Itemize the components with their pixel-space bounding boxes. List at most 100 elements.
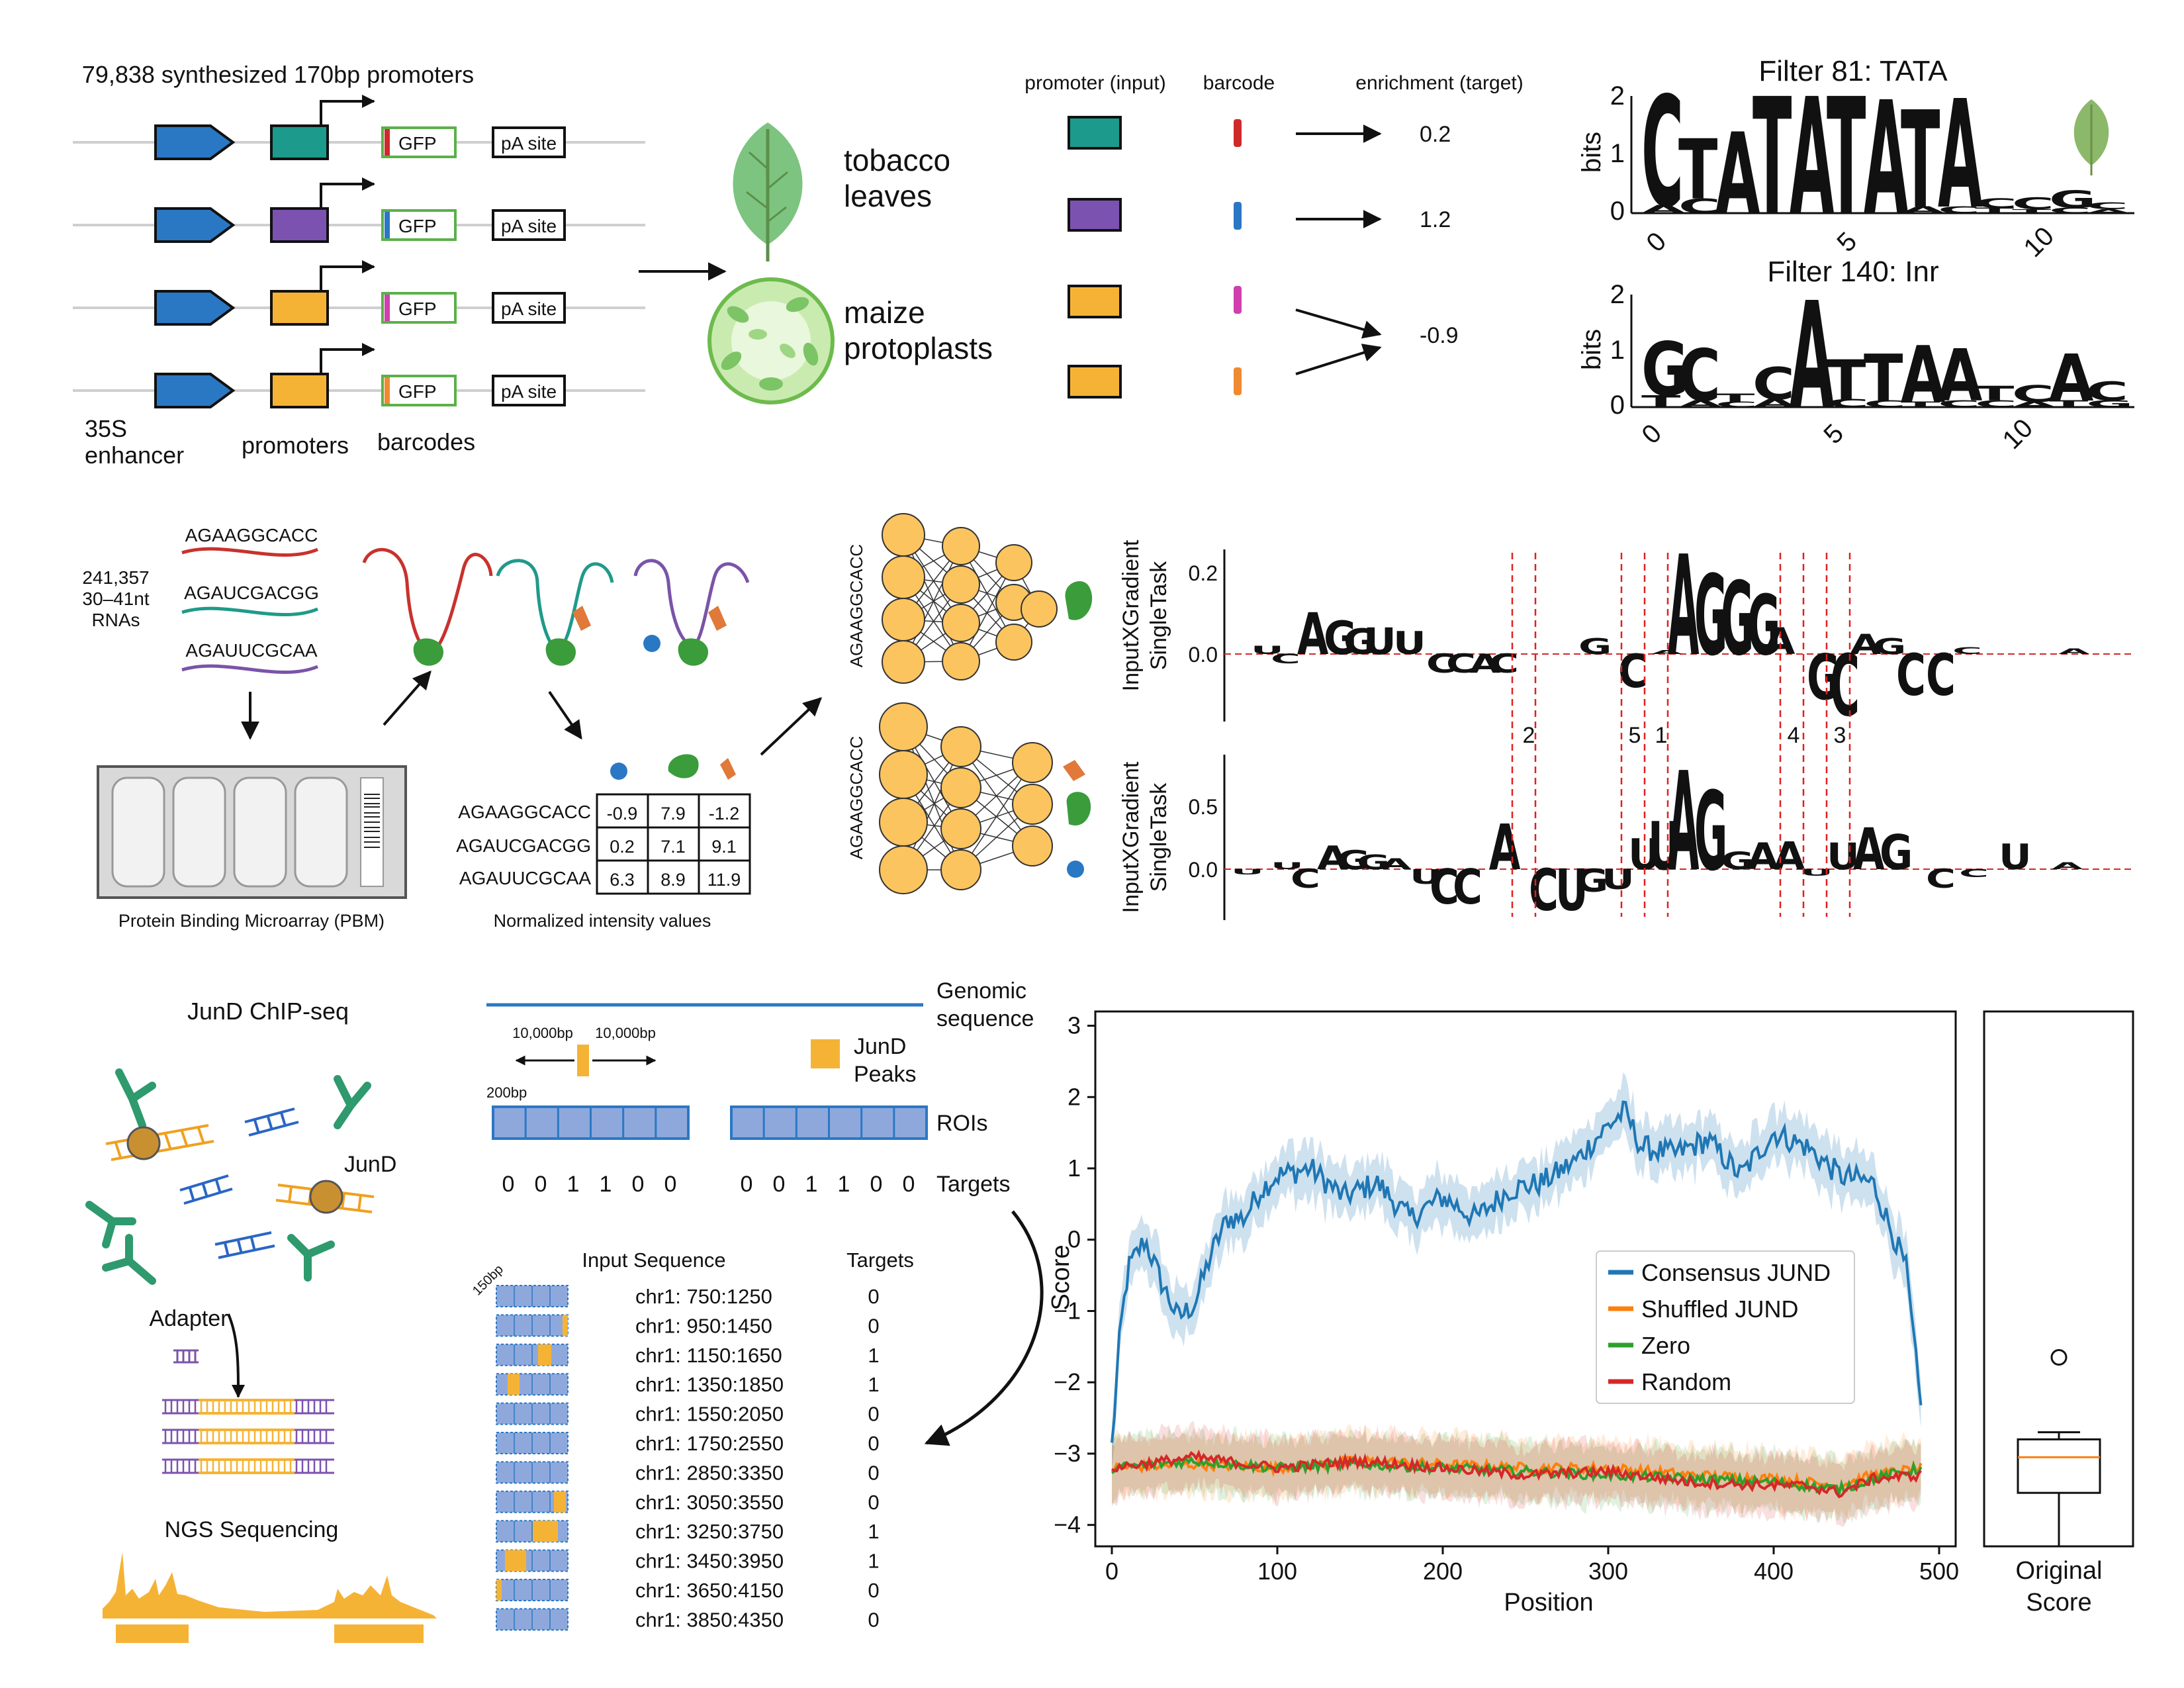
attribution-marker-lines — [1511, 553, 1851, 917]
adapter-icon — [173, 1349, 199, 1364]
attribution-top-ylabel: InputXGradient SingleTask — [1118, 539, 1171, 691]
logo-letter: A — [1938, 70, 1982, 242]
library-fragment — [162, 1458, 334, 1474]
logo-ylabel: bits — [1577, 132, 1606, 173]
gfp-label: GFP — [398, 299, 437, 319]
input-row: chr1: 1350:1850 1 — [496, 1373, 880, 1396]
ngs-coverage-track — [103, 1552, 437, 1643]
legend-label: Consensus JUND — [1641, 1259, 1831, 1286]
barcode-mark — [1234, 367, 1242, 395]
input-row: chr1: 1150:1650 1 — [496, 1343, 880, 1367]
logo-letter: A — [2049, 340, 2093, 416]
peak-segment — [538, 1344, 551, 1366]
svg-text:10: 10 — [2019, 222, 2060, 263]
logo-letter: C — [1827, 397, 1869, 410]
enrichment-value: 1.2 — [1420, 207, 1451, 232]
jund-peak-marker — [577, 1045, 589, 1076]
pbm-chip — [97, 765, 407, 899]
gfp-label: GFP — [398, 216, 437, 236]
x-axis-label: Position — [1504, 1589, 1593, 1617]
target-value: 1 — [868, 1373, 879, 1396]
x-tick-label: 300 — [1588, 1558, 1628, 1585]
svg-text:0.0: 0.0 — [1189, 858, 1218, 882]
y-tick-label: 0 — [1068, 1226, 1081, 1253]
roi-target-value: 0 — [502, 1172, 515, 1197]
nn-node — [1021, 590, 1058, 628]
intensity-cell: -1.2 — [709, 804, 740, 823]
logo-letter: A — [1938, 335, 1982, 418]
logo-letter: T — [2049, 399, 2089, 409]
logo-letter: C — [1489, 649, 1519, 679]
targets-label: Targets — [936, 1172, 1011, 1197]
region-label: chr1: 2850:3350 — [635, 1461, 784, 1484]
svg-text:Genomic: Genomic — [936, 978, 1026, 1004]
svg-text:2: 2 — [1610, 280, 1625, 309]
y-tick-label: −1 — [1054, 1297, 1081, 1324]
logo-letter: C — [1926, 864, 1956, 894]
logo-letter: G — [1747, 579, 1780, 675]
svg-text:10: 10 — [1997, 414, 2039, 455]
logo-letter: A — [1469, 649, 1501, 679]
logo-letter: C — [2049, 207, 2091, 215]
axis-ticks: 0 100 200 300 400 500 3 2 1 0 −1 −2 −3 −4 — [1054, 1012, 1959, 1585]
logo-letter: A — [1901, 205, 1945, 215]
neural-network-multi: AGAAGGCACC — [846, 702, 1091, 894]
y-tick-label: 1 — [1068, 1154, 1081, 1182]
nn-node — [882, 513, 925, 557]
tss-arrow — [320, 343, 375, 374]
input-row: chr1: 2850:3350 0 — [496, 1461, 880, 1484]
logo-letter: A — [1641, 203, 1686, 216]
gfp-box — [381, 209, 457, 241]
svg-text:1: 1 — [1610, 336, 1625, 365]
gfp-label: GFP — [398, 133, 437, 154]
svg-text:0.0: 0.0 — [1189, 643, 1218, 667]
logo-letter: A — [1668, 526, 1699, 687]
logo-ylabel: bits — [1577, 329, 1606, 370]
region-label: chr1: 3850:4350 — [635, 1608, 784, 1631]
logo-letter: C — [2086, 201, 2128, 211]
logo-letter: C — [1926, 643, 1956, 709]
logo-letter: C — [1715, 400, 1758, 409]
nn-node — [879, 798, 928, 847]
logo-letter: G — [1641, 326, 1688, 412]
logo-letter: T — [1752, 65, 1792, 252]
nn-node — [882, 598, 925, 641]
promoter-box — [270, 124, 329, 160]
barcode-mark — [1234, 119, 1242, 147]
roi-target-value: 0 — [773, 1172, 786, 1197]
jund-label: JunD — [344, 1152, 396, 1177]
input-row: chr1: 3450:3950 1 — [496, 1549, 880, 1573]
intensity-cell: 6.3 — [610, 870, 635, 890]
input-rows: chr1: 750:1250 0 chr1: 950:1450 0 chr1: 1150… — [496, 1285, 880, 1631]
logo-letter: U — [1999, 837, 2032, 878]
target-value: 1 — [868, 1344, 879, 1367]
roi-target-value: 0 — [535, 1172, 547, 1197]
nn-node — [940, 808, 981, 849]
logo-letter: G — [1324, 612, 1357, 665]
target-value: 0 — [868, 1461, 879, 1484]
y-axis-label: Score — [1047, 1244, 1075, 1310]
logo-letter: U — [1827, 835, 1860, 878]
logo-letter: T — [1678, 122, 1717, 218]
logo-letter: U — [1393, 625, 1426, 661]
svg-text:Peaks: Peaks — [854, 1062, 917, 1087]
logo-letter: A — [1297, 602, 1329, 668]
construct-rows: GFP pA site GFP pA site GFP pA site GFP pA site — [73, 95, 645, 408]
roi-target-value: 0 — [870, 1172, 883, 1197]
svg-text:tobacco: tobacco — [844, 143, 950, 177]
tss-arrow — [320, 95, 375, 126]
svg-text:0.2: 0.2 — [1189, 561, 1218, 585]
logo-letter: G — [1357, 851, 1390, 874]
construct-row: GFP pA site — [73, 95, 645, 160]
series-line-3 — [1111, 1449, 1923, 1499]
svg-text:protoplasts: protoplasts — [844, 331, 993, 365]
svg-text:SingleTask: SingleTask — [1146, 782, 1171, 892]
library-fragment — [162, 1429, 334, 1444]
logo-letter: A — [2052, 861, 2083, 871]
intensity-cell: 9.1 — [711, 837, 737, 857]
leaf-icon — [2073, 99, 2109, 175]
logo-letter: C — [1426, 649, 1456, 679]
logo-letter: C — [1896, 643, 1926, 709]
